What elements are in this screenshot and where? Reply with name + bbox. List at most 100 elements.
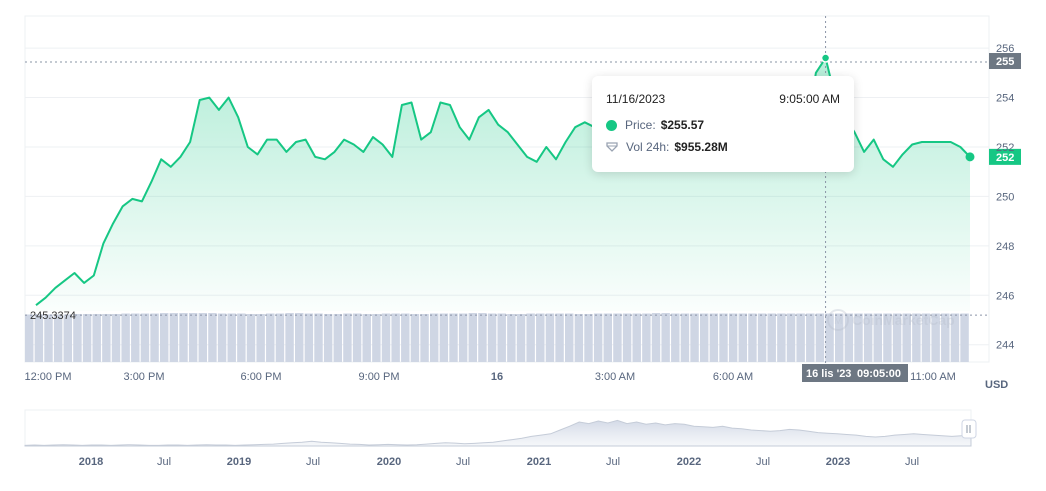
last-price-badge	[989, 148, 1021, 165]
y-tick-label: 246	[996, 290, 1014, 302]
volume-bar	[227, 313, 236, 362]
navigator-tick-label: 2021	[527, 456, 551, 468]
volume-bar	[82, 313, 92, 362]
volume-bar	[680, 313, 690, 362]
volume-bar	[237, 313, 246, 362]
volume-bar	[767, 313, 776, 362]
volume-bar	[613, 313, 622, 362]
volume-bar	[622, 313, 632, 362]
tooltip-price-row: Price: $255.57	[606, 118, 704, 132]
y-tick-label: 250	[996, 191, 1014, 203]
volume-bar	[256, 313, 265, 362]
volume-bar	[873, 313, 883, 362]
volume-bar	[266, 313, 275, 362]
price-dot-icon	[606, 119, 617, 131]
volume-bar	[632, 313, 641, 362]
volume-bar	[111, 313, 121, 362]
navigator-tick-label: Jul	[606, 456, 620, 468]
volume-bar	[121, 313, 130, 362]
volume-bar	[921, 313, 931, 362]
volume-bar	[825, 313, 834, 362]
volume-bar	[63, 314, 73, 362]
volume-bar	[728, 313, 738, 362]
x-tick-label: 6:00 PM	[241, 371, 282, 383]
navigator-handle[interactable]	[961, 419, 977, 439]
volume-bar	[507, 313, 516, 362]
x-tick-label: 12:00 PM	[24, 371, 71, 383]
x-tick-label: 11:00 AM	[910, 371, 956, 383]
volume-bar	[420, 313, 429, 362]
volume-bar	[25, 314, 34, 362]
navigator-tick-label: Jul	[756, 456, 770, 468]
volume-bar	[362, 313, 371, 362]
watermark-text: CoinMarketCap	[852, 312, 955, 328]
gem-icon	[606, 142, 618, 152]
volume-bar	[285, 313, 294, 362]
volume-bar	[430, 313, 439, 362]
volume-bar	[700, 313, 709, 362]
navigator-tick-label: Jul	[456, 456, 470, 468]
volume-bar	[516, 313, 526, 362]
volume-bar	[863, 313, 873, 362]
volume-bar	[931, 313, 940, 362]
volume-bar	[497, 313, 506, 362]
y-tick-label: 248	[996, 241, 1014, 253]
x-axis: 12:00 PM 3:00 PM 6:00 PM 9:00 PM 16 3:00 AM 6:…	[24, 371, 955, 383]
tooltip-price-label: Price:	[625, 118, 656, 132]
navigator-tick-label: 2019	[227, 456, 251, 468]
chart-markers: 245.3374 255 252 16 lis '23 09:05:00	[25, 16, 1021, 382]
currency-label: USD	[985, 379, 1008, 391]
last-price-badge-text: 252	[996, 152, 1014, 164]
hover-time-text: 09:05:00	[857, 368, 901, 380]
volume-bar	[458, 313, 468, 362]
volume-bar	[487, 313, 497, 362]
navigator-tick-label: 2018	[79, 456, 103, 468]
navigator-area[interactable]	[24, 419, 972, 447]
volume-bar	[150, 313, 159, 362]
navigator-tick-label: Jul	[306, 456, 320, 468]
volume-bar	[796, 313, 805, 362]
y-axis: 256 254 252 250 248 246 244	[996, 43, 1014, 352]
volume-bar	[44, 314, 53, 362]
volume-bar	[545, 313, 555, 362]
volume-bar	[304, 313, 314, 362]
volume-bar	[179, 313, 188, 362]
volume-bar	[661, 313, 670, 362]
plot-frame	[24, 15, 990, 363]
x-tick-label: 6:00 AM	[713, 371, 753, 383]
volume-bar	[912, 313, 921, 362]
x-tick-label: 3:00 PM	[124, 371, 165, 383]
tooltip-date: 11/16/2023	[606, 92, 666, 106]
volume-bar	[372, 313, 381, 362]
hover-price-badge-text: 255	[996, 56, 1014, 68]
volume-bar	[892, 313, 902, 362]
volume-bar	[198, 313, 208, 362]
tooltip-time: 9:05:00 AM	[779, 92, 840, 106]
volume-bar	[343, 313, 352, 362]
volume-bar	[333, 313, 343, 362]
volume-bars	[25, 313, 969, 362]
volume-bar	[555, 313, 564, 362]
volume-bar	[584, 313, 593, 362]
volume-bar	[786, 313, 796, 362]
volume-bar	[381, 313, 391, 362]
volume-bar	[169, 313, 179, 362]
y-tick-label: 244	[996, 340, 1014, 352]
volume-bar	[34, 314, 44, 362]
navigator-tick-label: 2022	[677, 456, 701, 468]
volume-bar	[950, 313, 960, 362]
x-tick-label: 9:00 PM	[359, 371, 400, 383]
volume-bar	[651, 313, 661, 362]
volume-bar	[323, 313, 333, 362]
volume-bar	[131, 313, 140, 362]
navigator-tick-label: 2023	[826, 456, 850, 468]
volume-bar	[449, 313, 458, 362]
min-price-label: 245.3374	[30, 310, 76, 322]
volume-bar	[526, 313, 535, 362]
volume-bar	[854, 313, 863, 362]
hover-time-badge	[802, 364, 908, 382]
volume-bar	[835, 313, 844, 362]
volume-bar	[671, 313, 680, 362]
